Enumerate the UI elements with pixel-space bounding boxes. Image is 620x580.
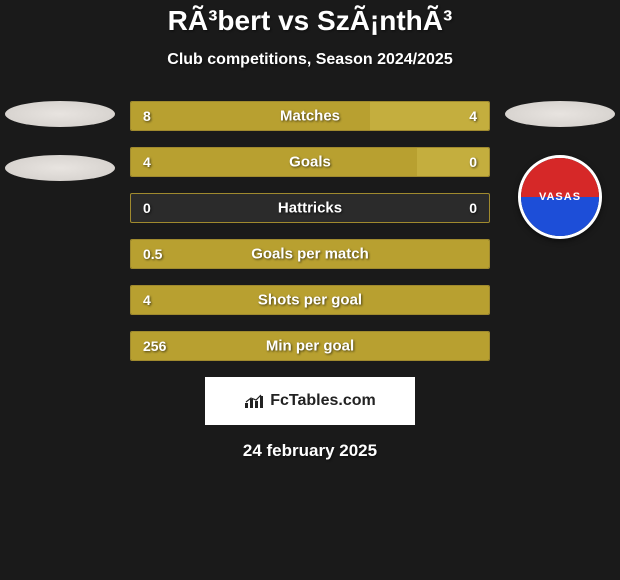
stat-bar: 256 Min per goal <box>130 331 490 361</box>
stat-bar: 4 Goals 0 <box>130 147 490 177</box>
content-area: VASAS 8 Matches 4 4 Goals 0 0 Hattricks 0 0.5 Goal… <box>0 101 620 461</box>
stat-bar: 0.5 Goals per match <box>130 239 490 269</box>
stat-label: Hattricks <box>278 200 342 217</box>
subtitle: Club competitions, Season 2024/2025 <box>0 51 620 69</box>
stat-value-right: 0 <box>469 200 477 216</box>
bar-segment-right <box>417 148 489 176</box>
player-left-logo-area <box>5 101 115 209</box>
stat-value-left: 8 <box>143 108 151 124</box>
placeholder-ellipse <box>5 101 115 127</box>
stat-value-left: 0.5 <box>143 246 162 262</box>
club-badge: VASAS <box>518 155 602 239</box>
stat-value-left: 4 <box>143 154 151 170</box>
attribution-box: FcTables.com <box>205 377 415 425</box>
stat-label: Goals per match <box>251 246 369 263</box>
bar-segment-left <box>131 148 417 176</box>
stat-value-right: 4 <box>469 108 477 124</box>
stat-bar: 4 Shots per goal <box>130 285 490 315</box>
stat-label: Shots per goal <box>258 292 362 309</box>
chart-icon <box>244 394 264 408</box>
page-title: RÃ³bert vs SzÃ¡nthÃ³ <box>0 5 620 37</box>
stat-bar: 8 Matches 4 <box>130 101 490 131</box>
stat-value-right: 0 <box>469 154 477 170</box>
stat-value-left: 0 <box>143 200 151 216</box>
stat-value-left: 4 <box>143 292 151 308</box>
date-text: 24 february 2025 <box>0 441 620 461</box>
stat-label: Matches <box>280 108 340 125</box>
stat-bar: 0 Hattricks 0 <box>130 193 490 223</box>
comparison-card: RÃ³bert vs SzÃ¡nthÃ³ Club competitions, … <box>0 0 620 461</box>
player-right-logo-area: VASAS <box>505 101 615 239</box>
stat-label: Goals <box>289 154 331 171</box>
stat-value-left: 256 <box>143 338 166 354</box>
badge-text: VASAS <box>539 191 581 203</box>
placeholder-ellipse <box>505 101 615 127</box>
attribution-text: FcTables.com <box>270 392 376 410</box>
placeholder-ellipse <box>5 155 115 181</box>
stat-label: Min per goal <box>266 338 354 355</box>
comparison-bars: 8 Matches 4 4 Goals 0 0 Hattricks 0 0.5 Goals per … <box>130 101 490 361</box>
